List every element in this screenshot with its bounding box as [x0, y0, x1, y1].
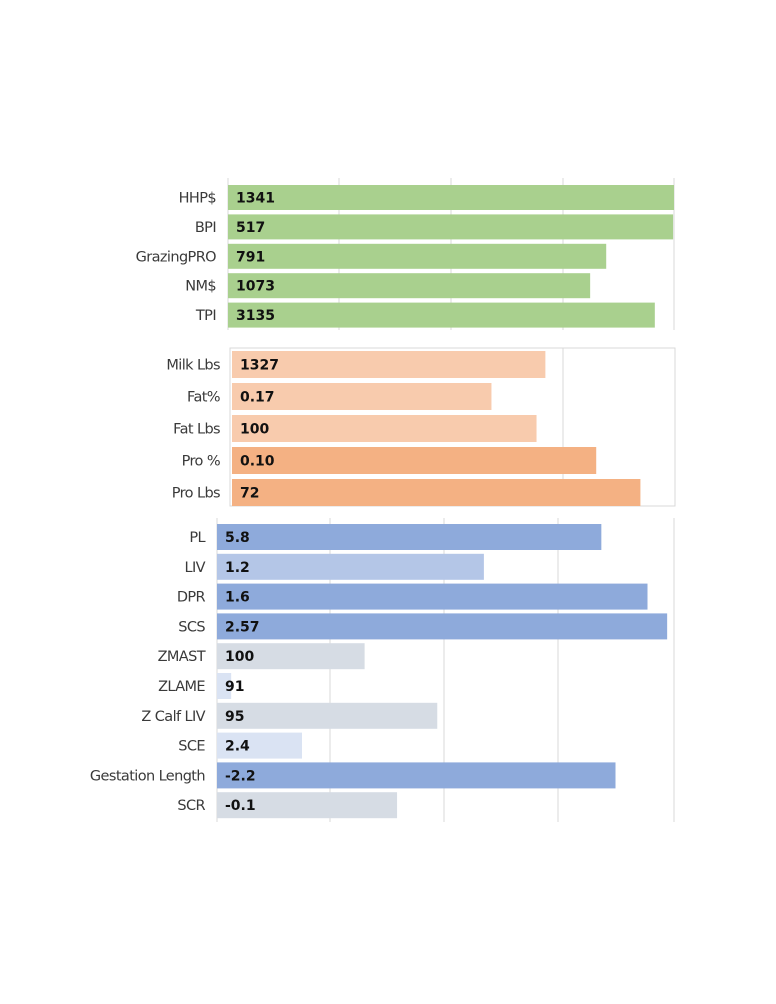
bar-z-calf-liv [217, 702, 438, 729]
bar-sce [217, 732, 303, 759]
category-label: ZMAST [158, 649, 206, 665]
category-label: HHP$ [179, 191, 217, 207]
category-label: Milk Lbs [166, 358, 220, 374]
category-label: LIV [185, 560, 206, 576]
category-label: Z Calf LIV [141, 709, 205, 725]
value-label: 791 [236, 249, 265, 265]
bar-gestation-length [217, 762, 616, 789]
value-label: 0.10 [240, 454, 275, 470]
chart-panel-health: PL 5.8 LIV 1.2 DPR 1.6 SCS 2.57 ZMAST 100 ZLAME 91 Z… [90, 518, 675, 822]
value-label: 100 [225, 649, 254, 665]
value-label: -0.1 [225, 798, 256, 814]
value-label: 72 [240, 486, 259, 502]
value-label: 0.17 [240, 390, 275, 406]
category-label: SCS [178, 619, 205, 635]
bar-fat-lbs [232, 415, 537, 442]
category-label: Pro % [182, 454, 220, 470]
value-label: 1.6 [225, 590, 250, 606]
value-label: 3135 [236, 308, 275, 324]
bar-tpi [228, 302, 655, 328]
bar-bpi [228, 214, 674, 240]
category-label: Pro Lbs [172, 486, 220, 502]
bar-milk-lbs [232, 351, 546, 378]
value-label: 91 [225, 679, 244, 695]
bar-nm- [228, 273, 591, 299]
bar-scs [217, 613, 668, 640]
value-label: 2.57 [225, 619, 260, 635]
bar-pro- [232, 447, 597, 474]
value-label: 517 [236, 220, 265, 236]
bar-pl [217, 524, 602, 550]
category-label: SCE [178, 739, 205, 755]
value-label: 1.2 [225, 560, 250, 576]
category-label: PL [189, 530, 205, 546]
category-label: GrazingPRO [136, 249, 217, 265]
value-label: 100 [240, 422, 269, 438]
category-label: SCR [177, 798, 205, 814]
bar-grazingpro [228, 243, 607, 269]
value-label: 1073 [236, 279, 275, 295]
category-label: TPI [195, 308, 216, 324]
chart-panel-dairy-index: HHP$ 1341 BPI 517 GrazingPRO 791 NM$ 1073 TPI 313… [136, 178, 675, 330]
bar-zmast [217, 643, 365, 670]
category-label: BPI [195, 220, 216, 236]
chart-panel-production: Milk Lbs 1327 Fat% 0.17 Fat Lbs 100 Pro % 0.10 P… [166, 347, 676, 507]
bar-hhp- [228, 185, 674, 210]
value-label: 1341 [236, 191, 275, 207]
category-label: ZLAME [158, 679, 205, 695]
category-label: Fat Lbs [173, 422, 220, 438]
category-label: Fat% [187, 390, 220, 406]
category-label: Gestation Length [90, 768, 205, 784]
value-label: -2.2 [225, 768, 256, 784]
bar-fat- [232, 383, 492, 410]
bar-zlame [217, 673, 232, 699]
category-label: DPR [177, 590, 206, 606]
value-label: 2.4 [225, 739, 250, 755]
bar-dpr [217, 583, 648, 610]
value-label: 5.8 [225, 530, 250, 546]
value-label: 1327 [240, 358, 279, 374]
category-label: NM$ [185, 279, 216, 295]
bar-pro-lbs [232, 479, 641, 506]
bar-liv [217, 553, 484, 580]
value-label: 95 [225, 709, 244, 725]
bar-scr [217, 792, 398, 819]
